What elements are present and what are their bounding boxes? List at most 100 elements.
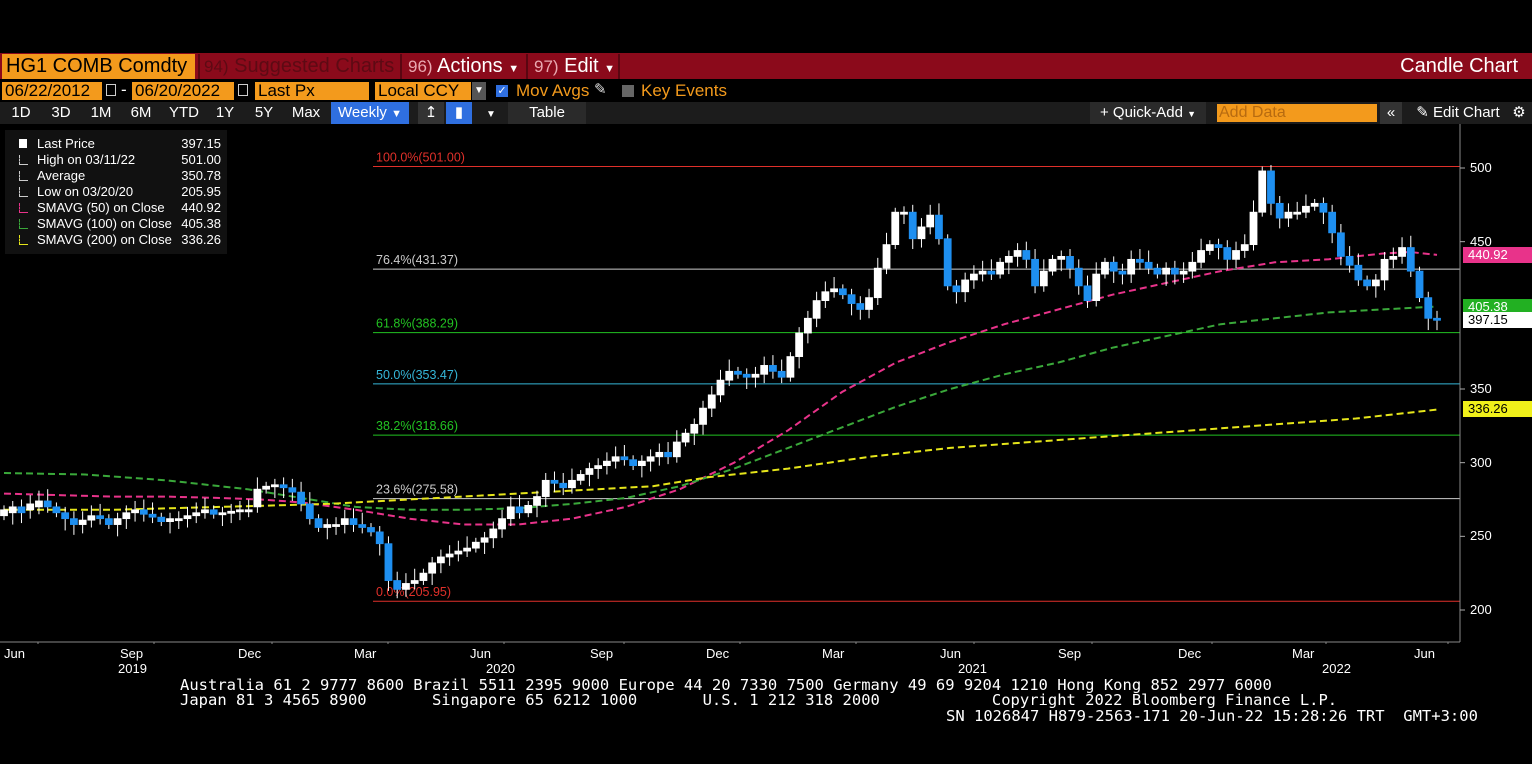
candle-body [987, 270, 996, 275]
edit-chart-button[interactable]: ✎ Edit Chart [1406, 102, 1510, 124]
candle-body [367, 527, 375, 533]
candle-body [393, 580, 402, 590]
candle-body [672, 441, 681, 458]
candle-body [952, 285, 961, 293]
calendar-icon[interactable] [106, 84, 116, 96]
period-button-1d[interactable]: 1D [11, 104, 31, 121]
candle-body [812, 300, 821, 319]
period-button-1m[interactable]: 1M [90, 104, 112, 121]
add-data-input[interactable]: Add Data [1217, 104, 1377, 122]
candle-body [489, 528, 498, 539]
candle-body [559, 482, 568, 489]
gear-icon[interactable]: ⚙ [1512, 104, 1526, 121]
legend-row[interactable]: Last Price 397.15 [5, 136, 227, 152]
pencil-icon[interactable]: ✎ [594, 81, 607, 98]
legend-row[interactable]: SMAVG (100) on Close 405.38 [5, 216, 227, 232]
candle-body [541, 479, 550, 497]
legend-label: SMAVG (100) on Close [37, 216, 172, 231]
x-tick-label: Jun [4, 646, 25, 661]
ticker-field[interactable]: HG1 COMB Comdty [2, 54, 195, 79]
candle-body [1406, 247, 1415, 272]
candle-body [1267, 170, 1275, 204]
candle-body [900, 211, 908, 215]
mov-avgs-checkbox[interactable]: ✓ [496, 85, 508, 97]
candle-body [1092, 273, 1101, 302]
candle-body [996, 261, 1005, 275]
period-button-6m[interactable]: 6M [130, 104, 152, 121]
candle-body [1013, 250, 1022, 257]
legend-value: 397.15 [181, 136, 221, 151]
footer-contacts: Australia 61 2 9777 8600 Brazil 5511 239… [180, 676, 1272, 694]
x-tick-label: Sep [590, 646, 614, 661]
candle-body [314, 518, 323, 528]
candle-body [1162, 267, 1171, 275]
legend-row[interactable]: SMAVG (200) on Close 336.26 [5, 232, 227, 248]
candle-body [1398, 247, 1406, 257]
candle-body [480, 537, 489, 543]
period-button-max[interactable]: Max [291, 104, 321, 121]
value-tag: 336.26 [1463, 401, 1532, 418]
calendar-icon[interactable] [238, 84, 248, 96]
quick-add-button[interactable]: + Quick-Add ▼ [1090, 102, 1206, 124]
candle-body [716, 379, 725, 396]
x-tick-label: Mar [822, 646, 845, 661]
candle-body [891, 211, 900, 246]
period-button-5y[interactable]: 5Y [254, 104, 274, 121]
x-tick-label: Dec [706, 646, 730, 661]
period-button-ytd[interactable]: YTD [169, 104, 199, 121]
candle-body [349, 518, 358, 525]
legend-row[interactable]: Low on 03/20/20 205.95 [5, 184, 227, 200]
candle-body [882, 244, 891, 269]
frequency-select[interactable]: Weekly ▼ [331, 102, 409, 124]
actions-button[interactable]: 96) Actions ▼ [408, 54, 519, 79]
x-tick-label: Dec [1178, 646, 1202, 661]
price-field-select[interactable]: Last Px [255, 82, 369, 100]
candle-body [1127, 258, 1136, 275]
caret-down-icon: ▼ [604, 63, 616, 75]
candle-body [1284, 211, 1293, 219]
legend-row[interactable]: Average 350.78 [5, 168, 227, 184]
edit-chart-label: Edit Chart [1433, 104, 1500, 121]
table-button[interactable]: Table [508, 102, 586, 124]
legend-row[interactable]: High on 03/11/22 501.00 [5, 152, 227, 168]
candle-body [1214, 244, 1223, 248]
candle-body [1031, 258, 1039, 287]
x-tick-label: Jun [470, 646, 491, 661]
period-button-1y[interactable]: 1Y [215, 104, 235, 121]
x-tick-label: Jun [1414, 646, 1435, 661]
period-button-3d[interactable]: 3D [51, 104, 71, 121]
collapse-icon[interactable]: « [1380, 102, 1402, 124]
x-tick-label: Mar [354, 646, 377, 661]
candle-body [690, 423, 699, 434]
moving-average-line [4, 408, 1438, 511]
candle-body [1363, 279, 1371, 287]
candle-body [935, 214, 943, 240]
x-tick-label: Jun [940, 646, 961, 661]
chart-type-title: Candle Chart [1400, 55, 1518, 77]
end-date-field[interactable]: 06/20/2022 [132, 82, 234, 100]
line-chart-icon[interactable]: ↥ [418, 102, 444, 124]
currency-dropdown-icon[interactable]: ▼ [472, 82, 486, 100]
candle-body [978, 270, 987, 275]
x-tick-label: Dec [238, 646, 262, 661]
start-date-field[interactable]: 06/22/2012 [2, 82, 102, 100]
legend-row[interactable]: SMAVG (50) on Close 440.92 [5, 200, 227, 216]
candle-body [463, 547, 472, 552]
fib-level-label: 38.2%(318.66) [376, 419, 458, 433]
candle-chart-icon[interactable]: ▮ [446, 102, 472, 124]
candle-body [340, 518, 349, 525]
key-events-checkbox[interactable] [622, 85, 634, 97]
candle-body [262, 485, 271, 490]
edit-label: Edit [564, 55, 599, 77]
key-events-label: Key Events [641, 81, 727, 100]
currency-select[interactable]: Local CCY [375, 82, 471, 100]
candle-body [70, 518, 78, 525]
candle-body [637, 460, 646, 467]
candle-body [620, 456, 629, 461]
value-tag: 397.15 [1463, 311, 1532, 328]
suggested-charts-button[interactable]: 94) Suggested Charts [204, 54, 396, 79]
candle-body [52, 506, 61, 514]
toolbar-divider [400, 54, 402, 79]
edit-button[interactable]: 97) Edit ▼ [534, 54, 615, 79]
chart-options-dropdown[interactable]: ▼ [478, 102, 504, 124]
